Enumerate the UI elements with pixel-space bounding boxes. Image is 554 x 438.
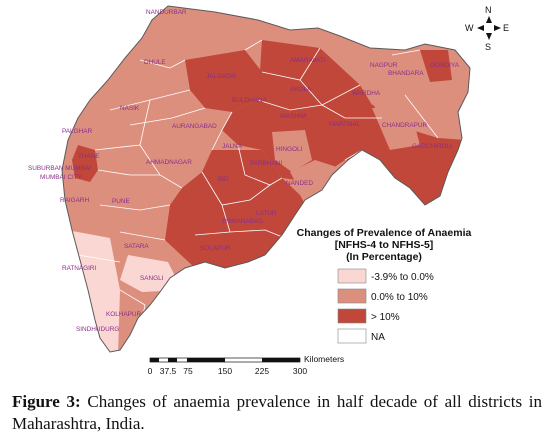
district-label: SOLAPUR bbox=[200, 245, 231, 252]
legend-title-line-1: Changes of Prevalence of Anaemia bbox=[297, 227, 472, 239]
district-label: HINGOLI bbox=[276, 146, 303, 153]
district-label: WASHIM bbox=[280, 113, 306, 120]
figure-label: Figure 3: bbox=[12, 392, 81, 411]
district-low-coast bbox=[62, 225, 120, 352]
district-label: DHULE bbox=[144, 59, 166, 66]
district-mid-nagpur bbox=[355, 55, 405, 105]
legend-swatch-mid bbox=[337, 288, 367, 304]
district-label: BULDHANA bbox=[232, 97, 268, 104]
compass-arrow-south bbox=[486, 33, 492, 40]
legend-title-line-3: (In Percentage) bbox=[346, 251, 422, 263]
legend-title-line-2: [NFHS-4 to NFHS-5] bbox=[335, 239, 434, 251]
district-label: JALGAON bbox=[206, 73, 236, 80]
district-label: GADCHIROLI bbox=[412, 143, 452, 150]
district-label: AURANGABAD bbox=[172, 123, 217, 130]
district-label: PARBHANI bbox=[250, 160, 282, 167]
district-mid-chandrapur bbox=[372, 108, 420, 150]
district-label: LATUR bbox=[256, 210, 277, 217]
figure-caption: Figure 3: Changes of anaemia prevalence … bbox=[12, 391, 542, 435]
compass-arrow-east bbox=[494, 25, 501, 31]
district-label: AMARAVATI bbox=[290, 57, 326, 64]
district-label: AHMADNAGAR bbox=[146, 159, 192, 166]
district-label: WARDHA bbox=[352, 90, 381, 97]
north-arrow: N S E W bbox=[465, 5, 509, 52]
legend: Changes of Prevalence of Anaemia [NFHS-4… bbox=[297, 227, 472, 344]
district-label: NANDURBAR bbox=[146, 9, 187, 16]
district-label: SANGLI bbox=[140, 275, 164, 282]
legend-label-high: > 10% bbox=[371, 312, 400, 323]
district-label: GONDIYA bbox=[430, 62, 460, 69]
scale-tick: 300 bbox=[293, 366, 307, 376]
legend-label-low: -3.9% to 0.0% bbox=[371, 272, 434, 283]
district-label: JALNA bbox=[222, 143, 243, 150]
district-label: NAGPUR bbox=[370, 62, 398, 69]
figure-caption-text: Changes of anaemia prevalence in half de… bbox=[12, 392, 542, 433]
district-label: PUNE bbox=[112, 198, 130, 205]
legend-swatch-high bbox=[337, 308, 367, 324]
district-high-jalgaon bbox=[185, 50, 262, 112]
legend-label-na: NA bbox=[371, 332, 385, 343]
scale-tick: 37.5 bbox=[160, 366, 177, 376]
district-labels: NANDURBAR DHULE JALGAON AMARAVATI NAGPUR… bbox=[28, 9, 460, 333]
district-mid-hingoli bbox=[272, 130, 312, 172]
district-label: PALGHAR bbox=[62, 128, 92, 135]
district-label: BID bbox=[218, 176, 229, 183]
district-label: CHANDRAPUR bbox=[382, 122, 427, 129]
scale-tick: 150 bbox=[218, 366, 232, 376]
district-high-thane bbox=[72, 145, 98, 182]
scale-tick: 225 bbox=[255, 366, 269, 376]
district-label: BHANDARA bbox=[388, 70, 424, 77]
district-label: RATNAGIRI bbox=[62, 265, 97, 272]
legend-swatch-low bbox=[337, 268, 367, 284]
compass-east: E bbox=[503, 23, 509, 33]
district-high-marathwada bbox=[165, 150, 308, 272]
compass-north: N bbox=[485, 5, 492, 15]
district-label: OSMANABAD bbox=[222, 218, 263, 225]
district-label: SINDHUDURG bbox=[76, 326, 119, 333]
compass-arrow-west bbox=[477, 25, 484, 31]
compass-west: W bbox=[465, 23, 474, 33]
district-label: THANE bbox=[78, 153, 100, 160]
legend-label-mid: 0.0% to 10% bbox=[371, 292, 428, 303]
district-label: RAIGARH bbox=[60, 197, 90, 204]
district-boundaries bbox=[77, 39, 439, 331]
scale-bar: Kilometers 0 37.5 75 150 225 300 bbox=[148, 354, 345, 376]
district-label: YAVATMAL bbox=[328, 121, 361, 128]
scale-tick: 75 bbox=[183, 366, 193, 376]
district-label: SUBURBAN MUMBAI bbox=[28, 165, 91, 172]
district-label: AKOLA bbox=[290, 86, 312, 93]
district-label: KOLHAPUR bbox=[106, 311, 142, 318]
district-label: SATARA bbox=[124, 243, 149, 250]
legend-swatch-na bbox=[337, 328, 367, 344]
district-label: MUMBAI CITY bbox=[40, 174, 83, 181]
district-label: NASIK bbox=[120, 105, 140, 112]
district-label: NANDED bbox=[286, 180, 313, 187]
compass-arrow-north bbox=[486, 16, 492, 23]
scale-tick: 0 bbox=[148, 366, 153, 376]
scale-unit: Kilometers bbox=[304, 354, 344, 364]
district-high-gondiya bbox=[420, 50, 452, 82]
compass-south: S bbox=[485, 42, 491, 52]
